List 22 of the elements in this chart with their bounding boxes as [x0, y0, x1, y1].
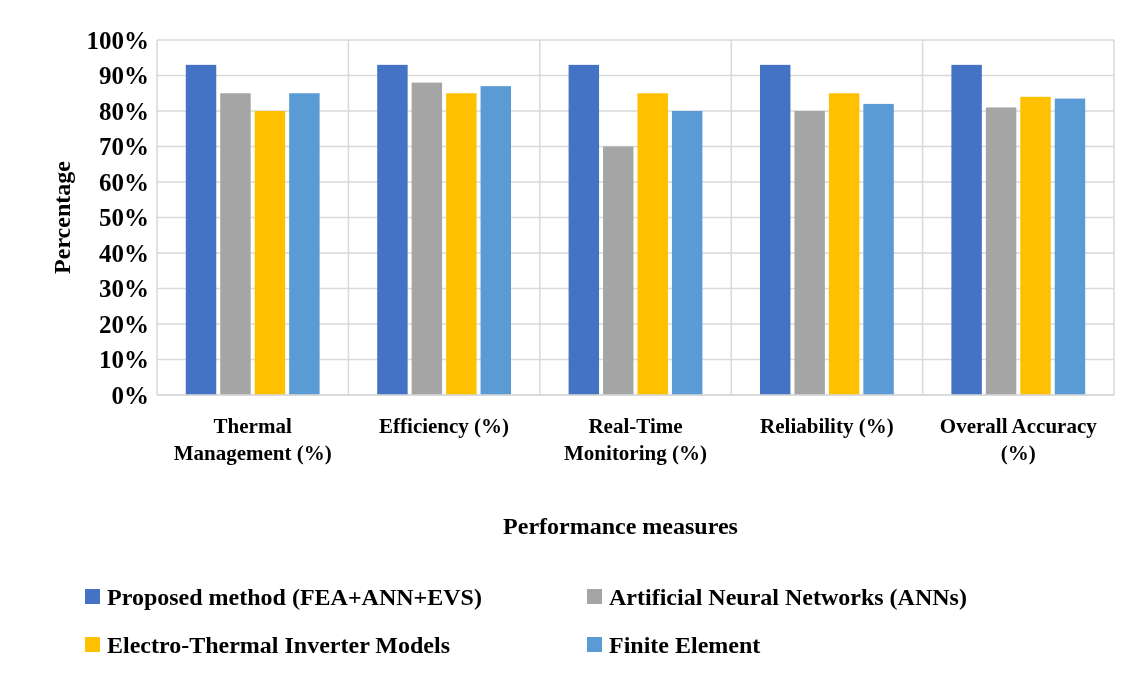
legend-label: Electro-Thermal Inverter Models	[107, 632, 451, 659]
y-tick-label: 30%	[99, 275, 149, 303]
y-tick-label: 50%	[99, 204, 149, 232]
x-tick-label: Reliability (%)	[760, 414, 894, 438]
y-tick-label: 100%	[86, 26, 149, 54]
y-tick-label: 40%	[99, 239, 149, 267]
y-tick-label: 90%	[99, 62, 149, 90]
x-tick-label: Real-Time Monitoring (%)	[564, 414, 707, 465]
x-tick-label: Thermal Management (%)	[173, 414, 332, 465]
x-tick-label: Overall Accuracy (%)	[939, 414, 1098, 465]
y-tick-label: 70%	[99, 133, 149, 161]
x-tick-label: Efficiency (%)	[379, 414, 510, 438]
y-tick-label: 60%	[99, 168, 149, 196]
legend-label: Artificial Neural Networks (ANNs)	[609, 584, 967, 611]
x-axis-title: Performance measures	[503, 513, 738, 539]
y-tick-label: 20%	[99, 310, 149, 338]
y-tick-label: 10%	[99, 346, 149, 374]
y-tick-label: 0%	[111, 381, 149, 409]
y-tick-label: 80%	[99, 97, 149, 125]
legend-label: Proposed method (FEA+ANN+EVS)	[107, 584, 482, 611]
legend-label: Finite Element	[609, 632, 761, 659]
y-axis-title: Percentage	[49, 160, 75, 274]
